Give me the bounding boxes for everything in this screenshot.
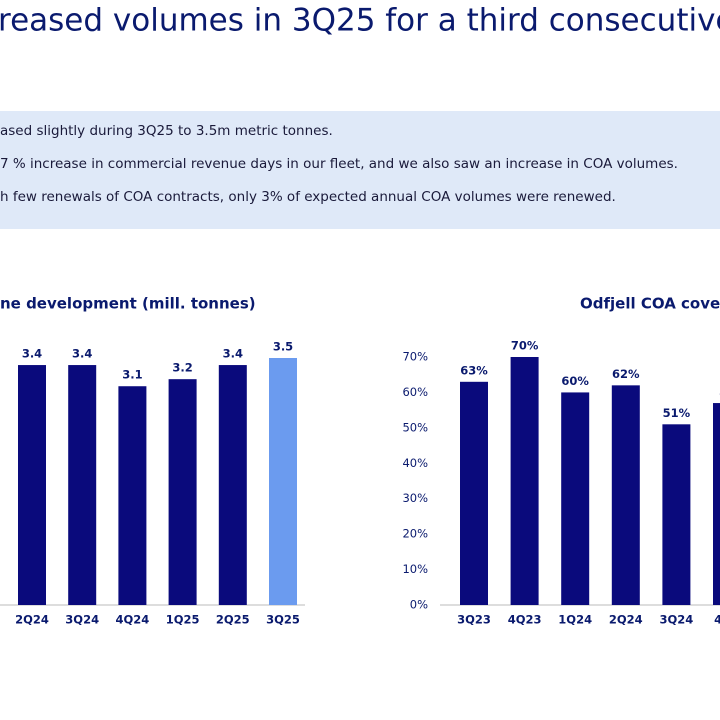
y-tick-label: 50% xyxy=(402,420,428,434)
x-tick-label: 4Q2 xyxy=(714,613,720,627)
y-tick-label: 60% xyxy=(402,385,428,399)
data-label: 3.4 xyxy=(72,347,92,361)
bullet: 7 % increase in commercial revenue days … xyxy=(0,156,678,172)
y-tick-label: 10% xyxy=(402,562,428,576)
bar xyxy=(269,358,297,605)
bar xyxy=(218,365,247,605)
x-tick-label: 1Q24 xyxy=(558,613,592,627)
data-label: 3.2 xyxy=(172,361,192,375)
chart-title: Odfjell COA coverage xyxy=(580,295,720,313)
data-label: 70% xyxy=(511,339,539,353)
x-tick-label: 2Q24 xyxy=(609,613,643,627)
x-tick-label: 3Q24 xyxy=(65,613,99,627)
x-tick-label: 3Q23 xyxy=(457,613,491,627)
y-tick-label: 0% xyxy=(410,598,428,612)
data-label: 60% xyxy=(561,374,589,388)
bar xyxy=(168,379,197,605)
data-label: 63% xyxy=(460,363,488,377)
bar xyxy=(662,424,691,605)
data-label: 3.4 xyxy=(22,347,42,361)
bar xyxy=(118,386,147,605)
bar xyxy=(713,403,720,605)
data-label: 62% xyxy=(612,367,640,381)
y-tick-label: 20% xyxy=(402,527,428,541)
chart-title: ne development (mill. tonnes) xyxy=(0,295,256,313)
bar xyxy=(18,365,46,605)
summary-box xyxy=(0,111,720,229)
x-tick-label: 4Q23 xyxy=(508,613,542,627)
bar xyxy=(611,385,640,605)
slide-title: reased volumes in 3Q25 for a third conse… xyxy=(0,3,720,39)
data-label: 3.1 xyxy=(122,368,142,382)
y-tick-label: 30% xyxy=(402,491,428,505)
y-tick-label: 70% xyxy=(402,350,428,364)
bullet: h few renewals of COA contracts, only 3%… xyxy=(0,189,616,205)
x-tick-label: 3Q24 xyxy=(660,613,694,627)
y-tick-label: 40% xyxy=(402,456,428,470)
x-tick-label: 2Q24 xyxy=(15,613,49,627)
bar xyxy=(68,365,97,605)
bar xyxy=(561,392,590,605)
data-label: 57 xyxy=(719,385,720,399)
x-tick-label: 3Q25 xyxy=(266,613,300,627)
data-label: 3.4 xyxy=(223,347,243,361)
x-tick-label: 4Q24 xyxy=(116,613,150,627)
bar xyxy=(460,381,488,605)
x-tick-label: 1Q25 xyxy=(166,613,200,627)
bullet: ased slightly during 3Q25 to 3.5m metric… xyxy=(0,123,333,139)
x-tick-label: 2Q25 xyxy=(216,613,250,627)
bar xyxy=(510,357,539,605)
data-label: 51% xyxy=(663,406,691,420)
data-label: 3.5 xyxy=(273,340,293,354)
